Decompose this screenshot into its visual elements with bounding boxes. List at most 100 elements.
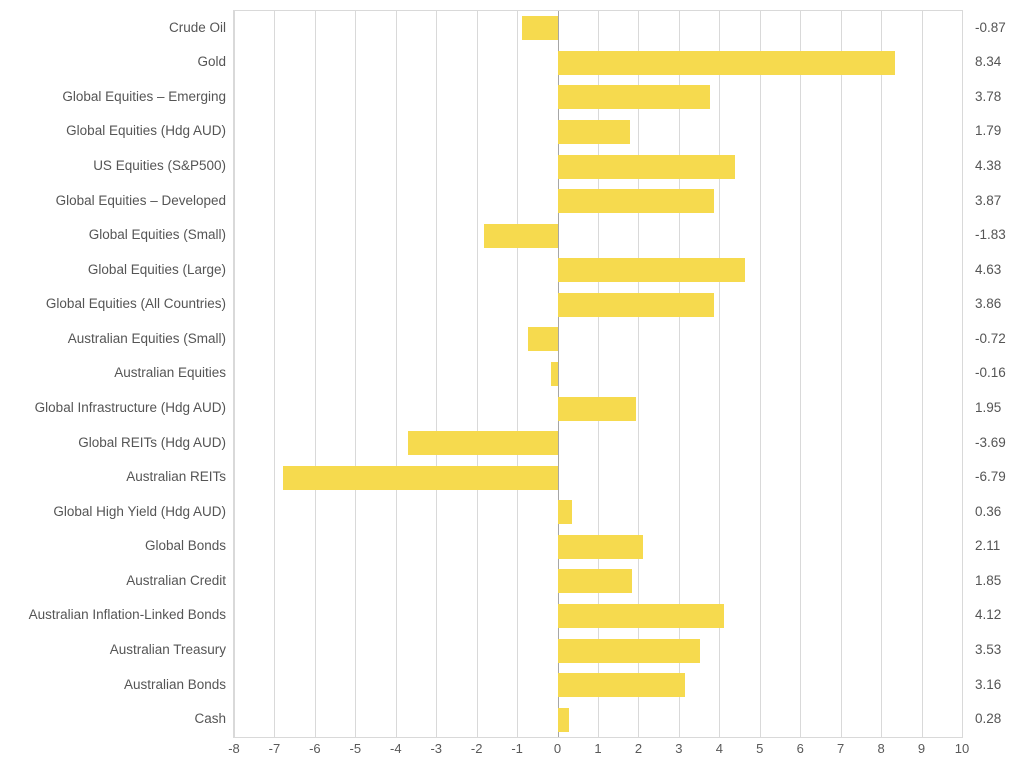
gridline bbox=[476, 11, 478, 737]
bar bbox=[557, 707, 569, 732]
value-label: -0.87 bbox=[975, 19, 1006, 35]
gridline bbox=[274, 11, 276, 737]
bar bbox=[557, 638, 701, 663]
bar bbox=[551, 362, 558, 386]
bar bbox=[282, 465, 558, 490]
value-label: 3.87 bbox=[975, 192, 1002, 208]
bar bbox=[557, 396, 637, 421]
category-label: Global Equities – Developed bbox=[55, 192, 226, 208]
bar bbox=[557, 500, 573, 525]
bar bbox=[557, 189, 715, 214]
bar bbox=[528, 327, 558, 352]
x-axis-tick-label: -5 bbox=[349, 741, 362, 756]
category-label: Australian Credit bbox=[126, 572, 226, 588]
x-axis-tick-label: 0 bbox=[553, 741, 562, 756]
bar bbox=[557, 604, 725, 628]
x-axis-tick-label: 7 bbox=[837, 741, 845, 756]
value-label: 3.78 bbox=[975, 88, 1002, 104]
gridline bbox=[395, 11, 397, 737]
value-label: -1.83 bbox=[975, 227, 1006, 243]
gridline bbox=[921, 11, 923, 737]
x-axis-tick-label: 10 bbox=[954, 741, 970, 756]
gridline bbox=[840, 11, 842, 737]
gridline bbox=[436, 11, 438, 737]
x-axis-tick-label: 4 bbox=[715, 741, 723, 756]
value-label: -0.16 bbox=[975, 365, 1006, 381]
x-axis-tick-label: 2 bbox=[634, 741, 643, 756]
category-label: Global Equities (Small) bbox=[88, 227, 226, 243]
bar bbox=[557, 534, 643, 559]
gridline bbox=[234, 11, 235, 737]
bar bbox=[483, 223, 558, 248]
value-label: 2.11 bbox=[975, 538, 1001, 554]
gridline bbox=[800, 11, 802, 737]
value-label: 3.16 bbox=[975, 676, 1002, 692]
bar bbox=[557, 569, 633, 594]
bar bbox=[557, 154, 735, 179]
gridline bbox=[881, 11, 883, 737]
x-axis-tick-label: -8 bbox=[228, 741, 240, 756]
bar bbox=[557, 85, 711, 110]
category-label: Global REITs (Hdg AUD) bbox=[78, 434, 226, 450]
x-axis-tick-label: -7 bbox=[268, 741, 281, 756]
category-label: Gold bbox=[197, 54, 226, 70]
value-label: 4.38 bbox=[975, 158, 1002, 174]
gridline bbox=[719, 11, 721, 737]
category-label: Global Equities (Large) bbox=[87, 261, 226, 277]
value-label: 4.63 bbox=[975, 261, 1002, 277]
category-label: Global Equities – Emerging bbox=[62, 88, 226, 104]
x-axis-tick-label: -4 bbox=[389, 741, 402, 756]
gridline bbox=[962, 11, 963, 737]
category-labels: Crude Oil Gold Global Equities – Emerging G… bbox=[0, 10, 226, 738]
category-label: Australian Inflation-Linked Bonds bbox=[28, 607, 226, 623]
bar bbox=[557, 50, 895, 75]
gridline bbox=[314, 11, 316, 737]
x-axis-tick-label: 5 bbox=[756, 741, 764, 756]
category-label: Australian Treasury bbox=[109, 642, 226, 658]
value-label: 1.95 bbox=[975, 400, 1002, 416]
gridline bbox=[355, 11, 357, 737]
value-label: 1.85 bbox=[975, 572, 1002, 588]
category-label: Global Infrastructure (Hdg AUD) bbox=[34, 400, 226, 416]
category-label: Global Equities (All Countries) bbox=[45, 296, 226, 312]
x-axis-tick-label: 3 bbox=[675, 741, 683, 756]
gridline bbox=[759, 11, 761, 737]
x-axis-tick-label: -1 bbox=[511, 741, 523, 756]
plot-area bbox=[233, 10, 963, 738]
x-axis-ticks: -8 -7 -6 -5 -4 -3 -2 -1 0 1 2 3 4 5 6 7 8 9 10 bbox=[228, 741, 969, 759]
value-labels: -0.87 8.34 3.78 1.79 4.38 3.87 -1.83 4.63 3.86 -0… bbox=[975, 10, 1024, 738]
x-axis-tick-label: 9 bbox=[917, 741, 926, 756]
value-label: -6.79 bbox=[975, 469, 1006, 485]
value-label: 1.79 bbox=[975, 123, 1002, 139]
category-label: Global Equities (Hdg AUD) bbox=[66, 123, 226, 139]
value-label: -3.69 bbox=[975, 434, 1006, 450]
value-label: 4.12 bbox=[975, 607, 1002, 623]
category-label: Cash bbox=[194, 711, 226, 727]
gridline bbox=[517, 11, 519, 737]
x-axis-tick-label: 6 bbox=[796, 741, 804, 756]
value-label: 0.36 bbox=[975, 503, 1002, 519]
gridline bbox=[598, 11, 599, 737]
category-label: Crude Oil bbox=[168, 19, 226, 35]
category-label: Australian Bonds bbox=[123, 676, 226, 692]
value-label: 0.28 bbox=[975, 711, 1002, 727]
gridline bbox=[678, 11, 680, 737]
value-label: -0.72 bbox=[975, 330, 1006, 346]
value-label: 3.53 bbox=[975, 642, 1002, 658]
category-label: Global High Yield (Hdg AUD) bbox=[53, 503, 226, 519]
x-axis-tick-label: 8 bbox=[877, 741, 885, 756]
bar bbox=[522, 16, 558, 41]
x-axis-tick-label: 1 bbox=[594, 741, 602, 756]
category-label: Australian Equities (Small) bbox=[67, 330, 226, 346]
x-axis-tick-label: -6 bbox=[309, 741, 321, 756]
gridline bbox=[638, 11, 640, 737]
bar bbox=[557, 258, 745, 283]
value-label: 3.86 bbox=[975, 296, 1002, 312]
x-axis-tick-label: -3 bbox=[430, 741, 442, 756]
bar bbox=[557, 120, 630, 144]
category-label: Australian REITs bbox=[126, 469, 226, 485]
value-label: 8.34 bbox=[975, 54, 1002, 70]
category-label: Global Bonds bbox=[144, 538, 226, 554]
bar bbox=[557, 673, 686, 698]
